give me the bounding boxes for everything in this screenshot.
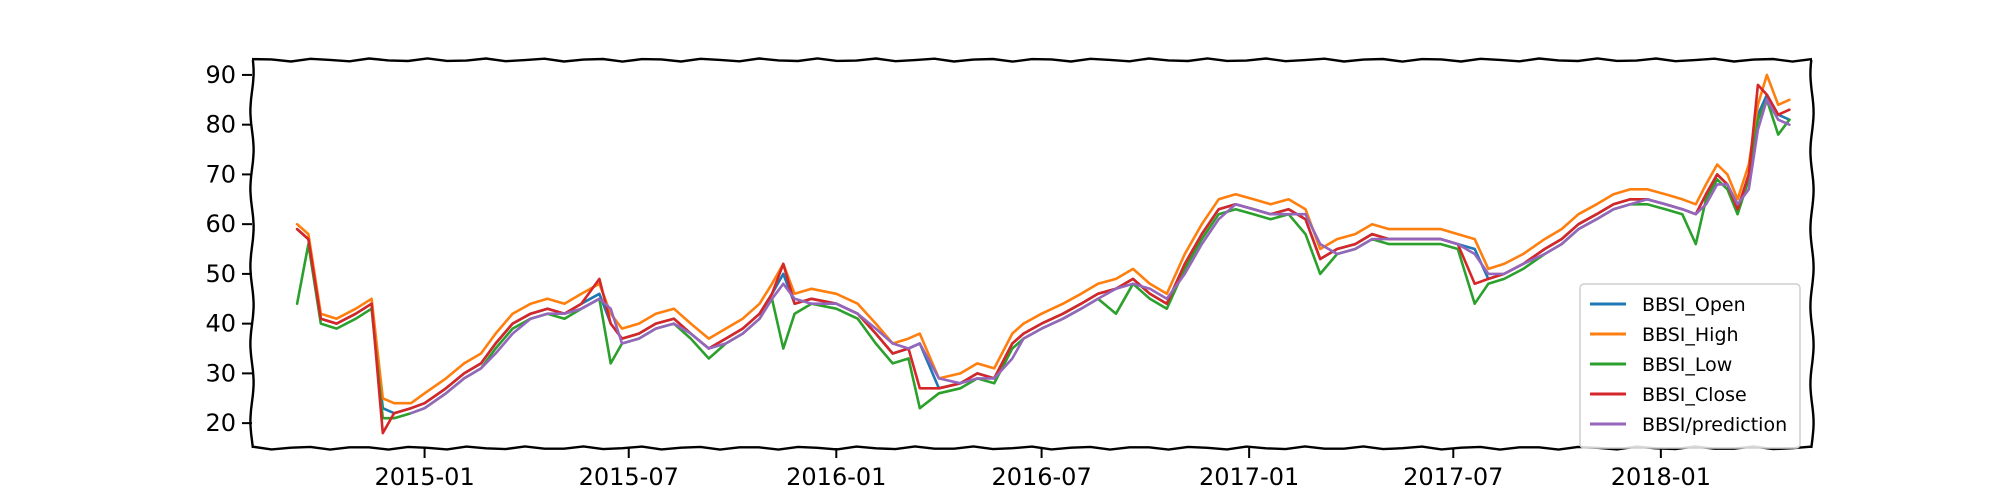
x-tick-label: 2015-01 — [374, 463, 474, 491]
axes-layer: 20 30 40 50 60 70 80 90 2015-01 2015-07 2016-01 201… — [205, 61, 1711, 491]
legend-entry: BBSI_Open — [1642, 294, 1746, 316]
y-tick-label: 20 — [205, 409, 236, 437]
y-tick-label: 70 — [205, 160, 236, 188]
y-tick-label: 60 — [205, 210, 236, 238]
legend-entry: BBSI_Low — [1642, 354, 1732, 376]
series-line-bbsi-high — [295, 73, 1791, 405]
x-tick-label: 2018-01 — [1611, 463, 1711, 491]
y-tick-label: 50 — [205, 260, 236, 288]
frame-top — [251, 57, 1813, 63]
y-tick-label: 40 — [205, 310, 236, 338]
y-tick-label: 90 — [205, 61, 236, 89]
y-tick-label: 30 — [205, 359, 236, 387]
legend-box — [1579, 283, 1801, 449]
frame-right — [1809, 59, 1815, 449]
series-line-bbsi-open — [295, 93, 1791, 415]
frame-bottom — [251, 445, 1813, 451]
series-line-bbsi-close — [295, 83, 1791, 435]
x-tick-label: 2017-01 — [1199, 463, 1299, 491]
series-line-bbsi-low — [295, 98, 1791, 420]
x-tick-label: 2017-07 — [1403, 463, 1503, 491]
series-line-bbsi-prediction — [409, 98, 1791, 415]
y-tick-label: 80 — [205, 111, 236, 139]
x-tick-label: 2016-07 — [991, 463, 1091, 491]
x-tick-label: 2015-07 — [579, 463, 679, 491]
legend-entry: BBSI/prediction — [1642, 414, 1787, 436]
legend-entry: BBSI_High — [1642, 324, 1739, 346]
legend: BBSI_Open BBSI_High BBSI_Low BBSI_Close BBSI… — [1579, 283, 1801, 449]
series-layer — [295, 73, 1791, 435]
x-tick-label: 2016-01 — [786, 463, 886, 491]
frame-left — [249, 59, 255, 449]
plot-frame — [249, 57, 1815, 451]
legend-entry: BBSI_Close — [1642, 384, 1747, 406]
